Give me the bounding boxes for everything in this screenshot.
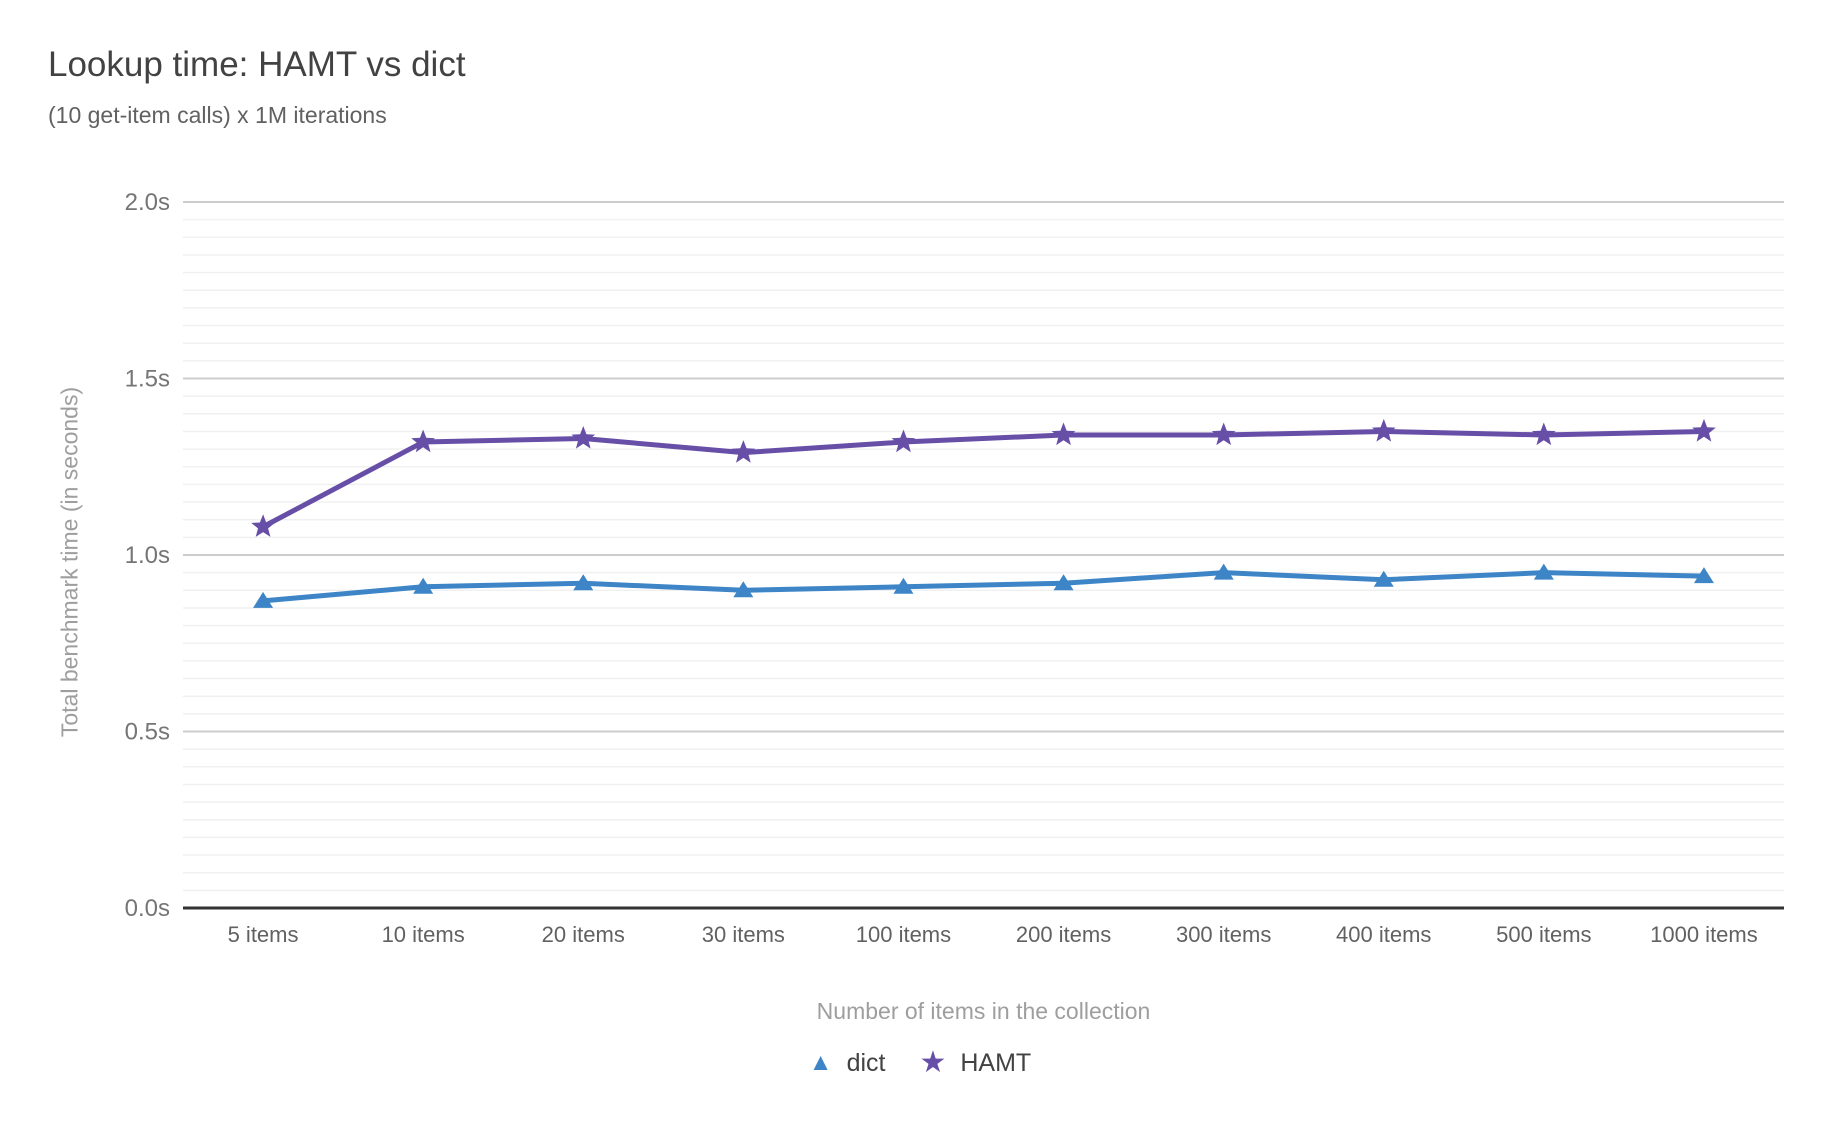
- legend-item-hamt: ★ HAMT: [919, 1048, 1031, 1078]
- svg-text:2.0s: 2.0s: [125, 189, 170, 216]
- star-marker-icon: ★: [919, 1046, 947, 1079]
- svg-text:0.0s: 0.0s: [125, 895, 170, 922]
- triangle-marker-icon: ▲: [808, 1049, 833, 1076]
- svg-text:0.5s: 0.5s: [125, 719, 170, 746]
- svg-text:5 items: 5 items: [228, 922, 299, 947]
- svg-text:500 items: 500 items: [1496, 922, 1591, 947]
- svg-text:1.5s: 1.5s: [125, 366, 170, 393]
- y-axis-title: Total benchmark time (in seconds): [56, 386, 83, 738]
- svg-text:300 items: 300 items: [1176, 922, 1271, 947]
- svg-text:1.0s: 1.0s: [125, 542, 170, 569]
- svg-text:400 items: 400 items: [1336, 922, 1431, 947]
- svg-text:100 items: 100 items: [856, 922, 951, 947]
- legend-label-dict: dict: [846, 1048, 886, 1077]
- chart-legend: ▲ dict ★ HAMT: [0, 1048, 1840, 1078]
- x-axis-title: Number of items in the collection: [816, 998, 1151, 1024]
- svg-text:1000 items: 1000 items: [1650, 922, 1758, 947]
- svg-text:10 items: 10 items: [382, 922, 465, 947]
- chart-subtitle: (10 get-item calls) x 1M iterations: [48, 102, 387, 128]
- legend-item-dict: ▲ dict: [809, 1049, 886, 1078]
- svg-text:30 items: 30 items: [702, 922, 785, 947]
- legend-label-hamt: HAMT: [960, 1048, 1032, 1077]
- chart-title: Lookup time: HAMT vs dict: [48, 45, 466, 84]
- svg-text:200 items: 200 items: [1016, 922, 1111, 947]
- svg-text:20 items: 20 items: [542, 922, 625, 947]
